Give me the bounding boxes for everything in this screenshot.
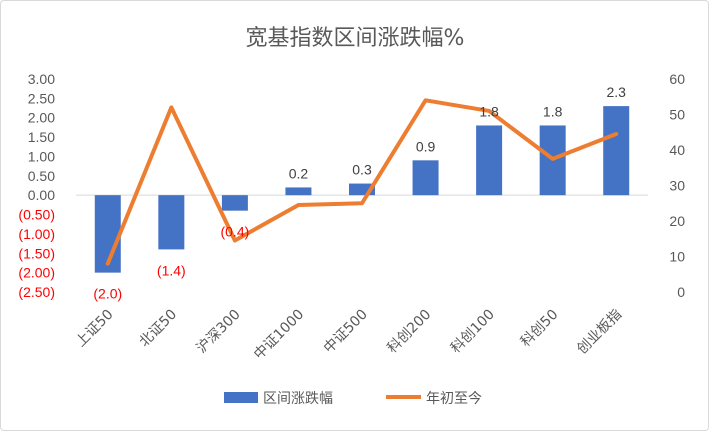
- y-left-tick-label: (2.50): [18, 284, 55, 300]
- data-label: 0.3: [352, 162, 372, 178]
- bar: [221, 195, 248, 211]
- y-right-tick-label: 0: [677, 284, 685, 300]
- line-series: [105, 98, 619, 266]
- x-tick-label: 中证1000: [251, 307, 307, 363]
- bar: [476, 125, 503, 196]
- legend-label-bar: 区间涨跌幅: [263, 391, 333, 407]
- data-label: 0.2: [289, 165, 309, 181]
- y-left-tick-label: 3.00: [28, 71, 55, 87]
- data-label: (1.4): [157, 262, 186, 278]
- data-label: (2.0): [93, 286, 122, 302]
- y-right-tick-label: 10: [669, 249, 685, 265]
- y-left-tick-label: 0.50: [28, 168, 55, 184]
- data-label: 0.9: [416, 138, 436, 154]
- y-right-tick-label: 60: [669, 71, 685, 87]
- y-right-tick-label: 30: [669, 178, 685, 194]
- chart-title: 宽基指数区间涨跌幅%: [246, 26, 465, 51]
- x-tick-label: 科创200: [384, 307, 434, 357]
- y-right-tick-label: 40: [669, 142, 685, 158]
- y-right-tick-label: 50: [669, 107, 685, 123]
- y-left-tick-label: (2.00): [18, 265, 55, 281]
- x-tick-label: 科创50: [518, 307, 562, 351]
- bar: [158, 195, 185, 250]
- x-tick-label: 中证500: [321, 307, 371, 357]
- x-tick-label: 创业板指: [574, 307, 625, 358]
- x-tick-label: 上证50: [73, 307, 117, 351]
- bar: [349, 183, 375, 196]
- x-tick-label: 北证50: [136, 307, 180, 351]
- y-left-tick-label: (1.00): [18, 226, 55, 242]
- legend-swatch-bar: [224, 392, 258, 403]
- data-label: (0.4): [220, 224, 249, 240]
- x-tick-label: 科创100: [448, 307, 498, 357]
- data-label: 2.3: [606, 84, 626, 100]
- x-tick-label: 沪深300: [194, 307, 244, 357]
- y-right-tick-label: 20: [669, 213, 685, 229]
- data-label: 1.8: [479, 103, 499, 119]
- y-left-tick-label: 1.00: [28, 148, 55, 164]
- y-left-tick-label: 0.00: [28, 187, 55, 203]
- y-left-tick-label: (0.50): [18, 207, 55, 223]
- data-labels: (2.0) (1.4) (0.4) 0.2 0.3 0.9 1.8 1.8 2.3: [93, 84, 626, 302]
- y-left-tick-label: (1.50): [18, 245, 55, 261]
- data-label: 1.8: [543, 103, 563, 119]
- bar-series: [94, 106, 630, 273]
- y-left-tick-label: 2.00: [28, 110, 55, 126]
- legend: 区间涨跌幅 年初至今: [224, 390, 482, 407]
- legend-label-line: 年初至今: [426, 390, 482, 407]
- bar: [603, 106, 630, 196]
- bar: [285, 187, 312, 196]
- bar: [412, 160, 439, 196]
- y-left-tick-label: 1.50: [28, 129, 55, 145]
- y-left-tick-label: 2.50: [28, 90, 55, 106]
